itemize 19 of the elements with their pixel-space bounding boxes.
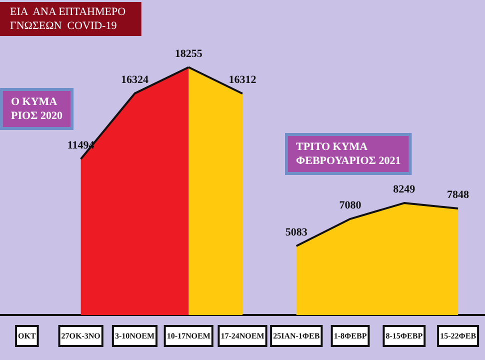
x-tick-label: ΟΚΤ bbox=[18, 332, 36, 340]
x-tick-label: 27ΟΚ-3ΝΟ bbox=[61, 332, 100, 340]
data-label: 16324 bbox=[120, 74, 149, 86]
x-tick-label: 15-22ΦΕΒ bbox=[440, 332, 477, 340]
annotation: ΤΡΙΤΟ ΚΥΜΑ ΦΕΒΡΟΥΑΡΙΟΣ 2021 bbox=[296, 141, 401, 167]
x-tick-label: 8-15ΦΕΒΡ bbox=[386, 332, 423, 340]
annotation: Ο ΚΥΜΑ ΡΙΟΣ 2020 bbox=[11, 96, 63, 122]
x-tick-label: 25ΙΑΝ-1ΦΕΒ bbox=[273, 332, 320, 340]
chart-title: ΕΙΑ ΑΝΑ ΕΠΤΑΗΜΕΡΟ ΓΝΩΣΕΩΝ COVID-19 bbox=[10, 6, 126, 32]
data-label: 5083 bbox=[285, 226, 308, 239]
data-label: 18255 bbox=[174, 48, 203, 60]
x-tick-label: 10-17ΝΟΕΜ bbox=[166, 332, 211, 340]
data-label: 7080 bbox=[339, 199, 362, 212]
x-tick-label: 1-8ΦΕΒΡ bbox=[334, 332, 367, 340]
data-label: 16312 bbox=[228, 74, 257, 86]
data-label: 7848 bbox=[447, 188, 470, 201]
data-label: 8249 bbox=[393, 184, 416, 196]
x-tick-label: 3-10ΝΟΕΜ bbox=[114, 332, 155, 340]
x-tick-label: 17-24ΝΟΕΜ bbox=[220, 332, 265, 340]
